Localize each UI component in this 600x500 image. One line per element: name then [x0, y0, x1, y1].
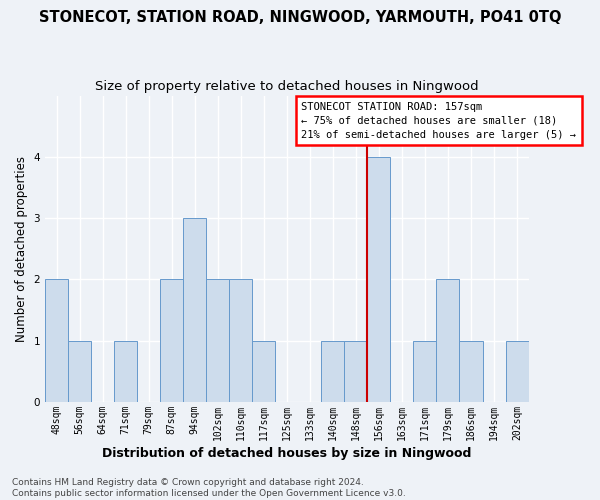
- Bar: [68, 340, 91, 402]
- Bar: [322, 340, 344, 402]
- Bar: [252, 340, 275, 402]
- Bar: [436, 280, 460, 402]
- Bar: [367, 157, 391, 402]
- Bar: [413, 340, 436, 402]
- Bar: [45, 280, 68, 402]
- Bar: [114, 340, 137, 402]
- Y-axis label: Number of detached properties: Number of detached properties: [15, 156, 28, 342]
- Text: Contains HM Land Registry data © Crown copyright and database right 2024.
Contai: Contains HM Land Registry data © Crown c…: [12, 478, 406, 498]
- Bar: [229, 280, 252, 402]
- Bar: [344, 340, 367, 402]
- Bar: [460, 340, 482, 402]
- Title: Size of property relative to detached houses in Ningwood: Size of property relative to detached ho…: [95, 80, 479, 93]
- Bar: [506, 340, 529, 402]
- Text: STONECOT, STATION ROAD, NINGWOOD, YARMOUTH, PO41 0TQ: STONECOT, STATION ROAD, NINGWOOD, YARMOU…: [39, 10, 561, 25]
- Bar: [160, 280, 183, 402]
- X-axis label: Distribution of detached houses by size in Ningwood: Distribution of detached houses by size …: [102, 447, 472, 460]
- Bar: [183, 218, 206, 402]
- Text: STONECOT STATION ROAD: 157sqm
← 75% of detached houses are smaller (18)
21% of s: STONECOT STATION ROAD: 157sqm ← 75% of d…: [301, 102, 577, 140]
- Bar: [206, 280, 229, 402]
